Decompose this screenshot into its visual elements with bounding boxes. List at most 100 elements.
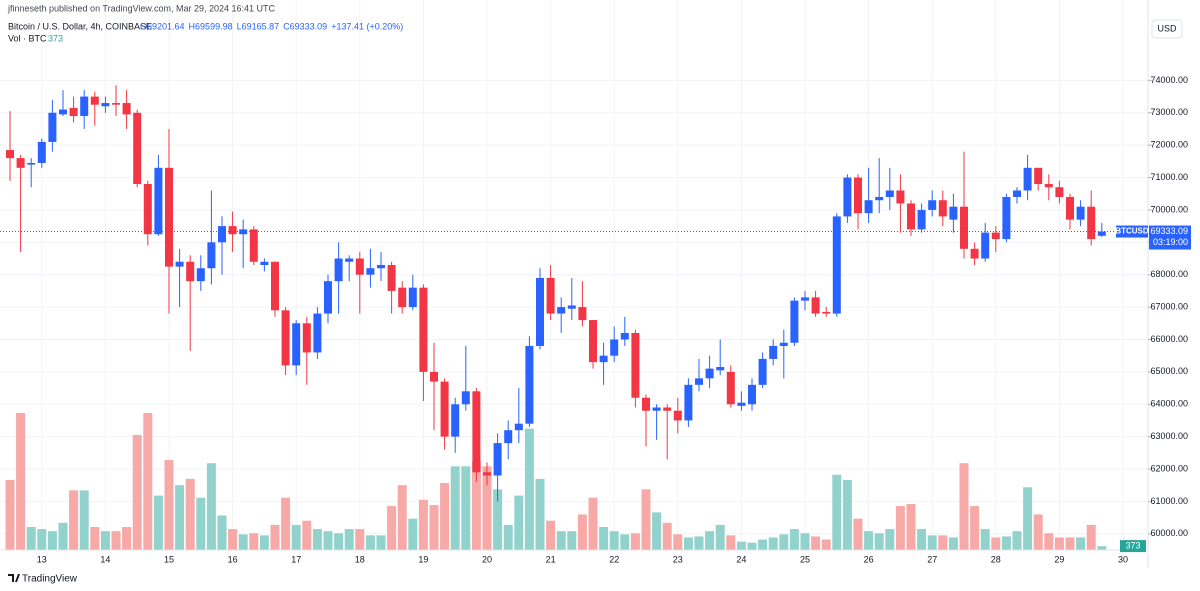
candle-body: [48, 112, 57, 142]
candle-body: [620, 333, 629, 340]
volume-bar: [588, 497, 598, 550]
volume-bar: [599, 526, 609, 550]
candle-body: [398, 287, 407, 308]
volume-bar: [47, 531, 57, 550]
candle-body: [408, 287, 417, 308]
symbol-tag: [1116, 225, 1148, 238]
volume-bar: [471, 461, 481, 550]
ohlc-value: C69333.09: [283, 21, 327, 31]
volume-bar: [1076, 537, 1086, 550]
candle-body: [652, 407, 661, 411]
candle-body: [684, 384, 693, 421]
volume-bar: [1065, 537, 1075, 550]
candle-body: [366, 268, 375, 275]
ohlc-value: L69165.87: [237, 21, 280, 31]
candle-body: [567, 305, 576, 309]
volume-bar: [365, 535, 375, 550]
volume-bar: [832, 474, 842, 550]
volume-bar: [249, 533, 259, 550]
volume-bar: [864, 531, 874, 550]
volume-bar: [164, 460, 174, 550]
candle-body: [854, 177, 862, 214]
candle-body: [832, 216, 841, 314]
x-tick-label: 27: [927, 554, 937, 564]
symbol-title: Bitcoin / U.S. Dollar, 4h, COINBASE: [8, 21, 152, 31]
volume-bar: [768, 537, 778, 550]
candle-body: [875, 196, 884, 201]
candle-body: [143, 184, 152, 235]
candle-body: [6, 150, 14, 159]
candle-body: [960, 206, 968, 249]
candle-body: [292, 323, 301, 366]
candle-body: [1066, 196, 1074, 220]
candle-body: [80, 96, 89, 117]
volume-bar: [397, 485, 407, 550]
candle-body: [525, 345, 534, 424]
ohlc-legend: O69201.64 H69599.98 L69165.87 C69333.09 +137…: [140, 21, 403, 31]
y-tick-label: 62000.00: [1150, 463, 1188, 473]
x-tick-label: 28: [991, 554, 1001, 564]
x-tick-label: 14: [100, 554, 110, 564]
y-tick-label: 70000.00: [1150, 204, 1188, 214]
x-tick-label: 30: [1118, 554, 1128, 564]
candle-layer: [6, 85, 1106, 502]
candle-body: [1002, 196, 1011, 240]
candle-body: [1023, 167, 1032, 191]
price-tag-label: 69333.09: [1150, 226, 1188, 236]
candle-body: [260, 261, 269, 265]
candle-body: [69, 107, 78, 117]
volume-bar: [228, 529, 238, 550]
volume-bar: [259, 535, 269, 550]
volume-bar: [312, 529, 322, 550]
volume-bar: [16, 413, 26, 550]
volume-bar: [334, 533, 344, 550]
candle-body: [1097, 231, 1106, 236]
x-tick-label: 13: [37, 554, 47, 564]
volume-bar: [418, 499, 428, 550]
candle-body: [631, 333, 640, 398]
volume-bar: [281, 497, 291, 550]
volume-bar: [1044, 533, 1054, 550]
volume-bar: [789, 529, 799, 550]
candle-body: [504, 430, 513, 444]
candle-body: [313, 313, 322, 353]
candle-body: [981, 232, 990, 259]
candle-body: [493, 443, 502, 476]
candle-body: [599, 355, 608, 363]
volume-bar: [652, 512, 662, 550]
candle-body: [249, 229, 258, 262]
volume-bar: [450, 466, 460, 550]
volume-bar: [641, 489, 651, 550]
volume-bar: [440, 483, 450, 550]
candle-body: [907, 203, 915, 230]
volume-bar: [758, 539, 768, 550]
candle-body: [546, 277, 555, 314]
candle-body: [1087, 206, 1096, 240]
volume-bar: [1001, 536, 1011, 550]
volume-bar: [524, 428, 534, 550]
volume-bar: [906, 503, 916, 550]
candle-body: [1013, 190, 1021, 197]
volume-bar: [620, 534, 630, 550]
volume-bar: [217, 515, 227, 550]
candle-body: [345, 258, 354, 262]
currency-button[interactable]: [1151, 19, 1183, 39]
volume-bar: [196, 497, 206, 550]
volume-bar: [58, 522, 68, 550]
candle-body: [1044, 184, 1053, 188]
volume-bar: [535, 478, 545, 550]
candle-body: [970, 248, 979, 259]
volume-bar: [79, 490, 89, 550]
countdown-label: 03:19:00: [1153, 237, 1188, 247]
volume-bar: [37, 529, 47, 550]
volume-title: Vol · BTC: [8, 33, 47, 43]
volume-bar: [662, 522, 672, 550]
candle-body: [673, 410, 682, 421]
currency[interactable]: USD: [1157, 23, 1177, 33]
candle-body: [705, 368, 714, 379]
volume-bar: [821, 539, 831, 550]
volume-bar: [800, 533, 810, 550]
volume-bar: [747, 542, 757, 550]
ohlc-value: +137.41 (+0.20%): [331, 21, 403, 31]
x-tick-label: 19: [418, 554, 428, 564]
